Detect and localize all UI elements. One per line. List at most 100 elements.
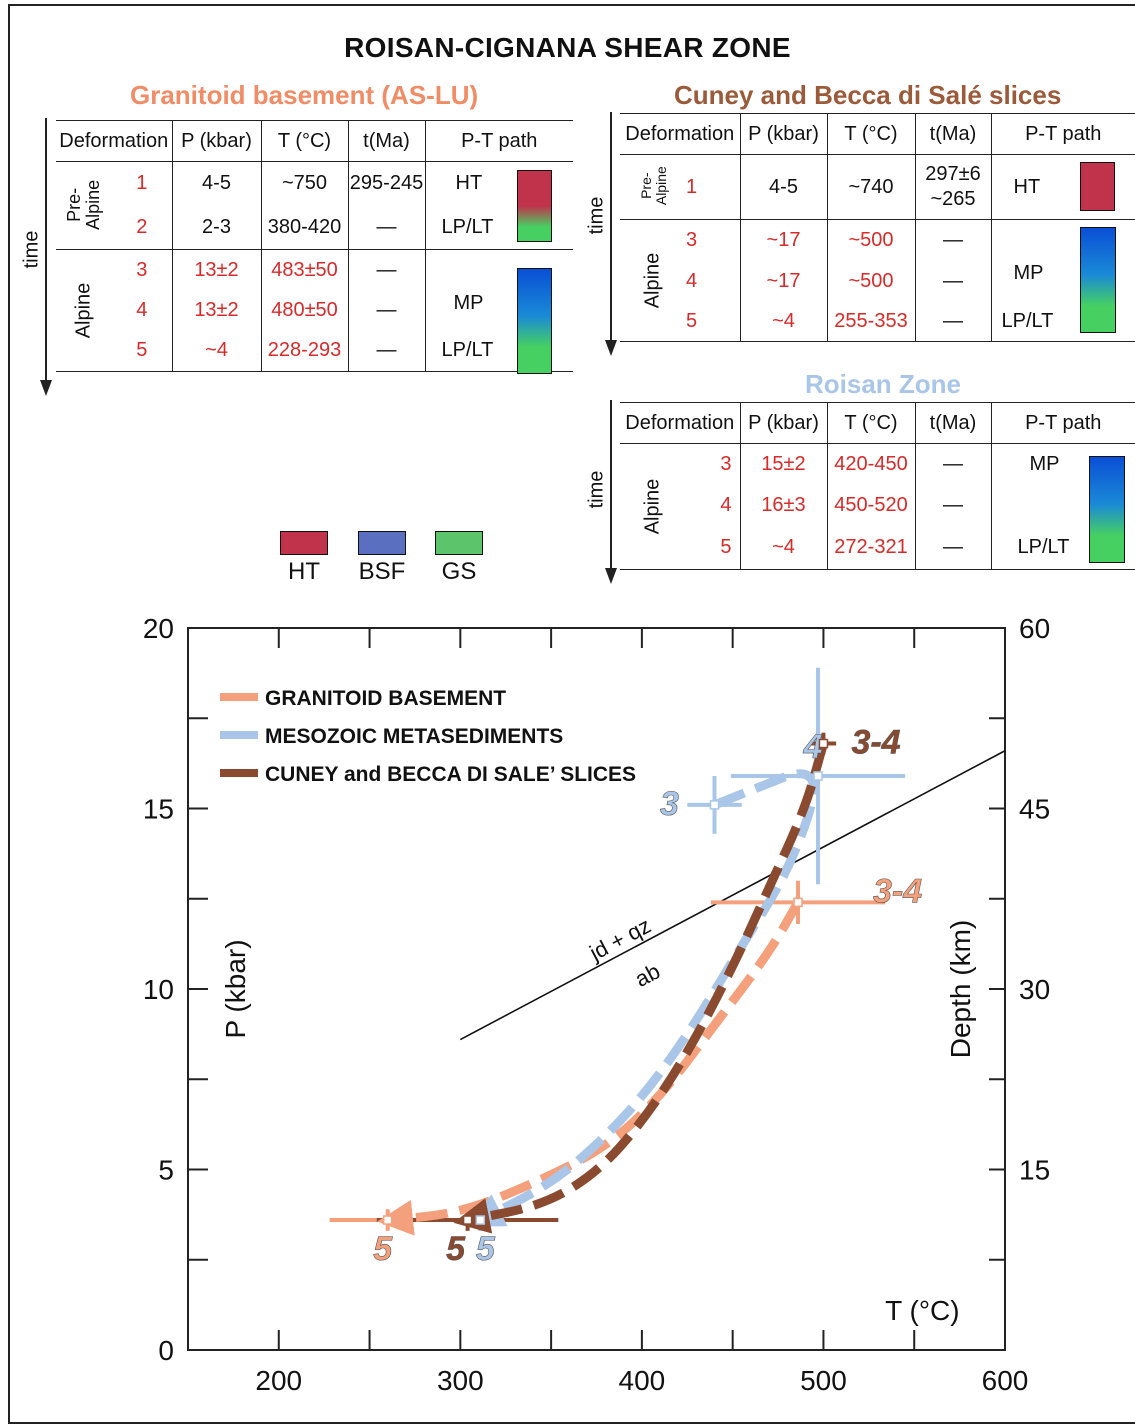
age-value: 297±6 ~265: [914, 154, 991, 220]
x-axis-label: T (°C): [885, 1295, 959, 1326]
pressure-value: 4-5: [739, 154, 827, 220]
reaction-line: [459, 750, 1006, 1041]
point-label: 5: [373, 1230, 393, 1268]
temperature-value: 483±50: [260, 249, 348, 292]
cuney-table: Deformation P (kbar) T (°C) t(Ma) P-T pa…: [620, 113, 1135, 342]
ht-facies-swatch: [280, 531, 328, 555]
point-label: 3-4: [851, 724, 900, 762]
col-header-deformation: Deformation: [625, 411, 735, 434]
group-label-alpine: Alpine: [620, 219, 686, 342]
pressure-value: ~17: [739, 261, 827, 302]
data-point: [709, 800, 720, 810]
y2-tick-label: 30: [1019, 974, 1050, 1005]
x-tick-label: 200: [255, 1365, 302, 1396]
age-value: —: [914, 525, 991, 570]
y2-tick-label: 15: [1019, 1155, 1050, 1186]
figure-title: ROISAN-CIGNANA SHEAR ZONE: [344, 32, 791, 63]
pt-path-series-1: [467, 769, 818, 1227]
temperature-value: 272-321: [826, 525, 915, 570]
reaction-label-lower: ab: [631, 958, 664, 992]
point-label: 4: [803, 728, 823, 766]
mp-to-gs-path-swatch: [517, 268, 552, 374]
x-tick-label: 500: [800, 1365, 847, 1396]
ht-to-gs-path-swatch: [517, 170, 552, 242]
x-tick-label: 300: [437, 1365, 484, 1396]
pressure-value: ~4: [739, 525, 827, 570]
group-label-alpine: Alpine: [56, 249, 112, 372]
temperature-value: ~500: [826, 261, 915, 302]
age-value: —: [347, 205, 425, 250]
col-header-temperature: T (°C): [826, 113, 915, 155]
pressure-value: 4-5: [171, 161, 261, 206]
temperature-value: ~750: [260, 161, 348, 206]
pressure-value: 13±2: [171, 291, 261, 330]
gs-facies-swatch: [435, 531, 483, 555]
deformation-number: 3: [112, 249, 172, 292]
y-axis-label: P (kbar): [220, 939, 251, 1038]
pressure-value: 2-3: [171, 205, 261, 250]
data-point: [475, 1215, 486, 1225]
deformation-number: 2: [136, 215, 148, 238]
group-label-alpine: Alpine: [620, 443, 686, 570]
group-label-prealpine: Pre- Alpine: [56, 161, 112, 250]
temperature-value: 228-293: [260, 329, 348, 372]
point-label: 3-4: [873, 872, 922, 910]
roisan-table-title: Roisan Zone: [805, 369, 962, 399]
pressure-value: 13±2: [171, 249, 261, 292]
point-label: 3: [660, 785, 679, 823]
y2-tick-label: 45: [1019, 794, 1050, 825]
pressure-value: 15±2: [739, 443, 827, 486]
roisan-table: Deformation P (kbar) T (°C) t(Ma) P-T pa…: [620, 402, 1135, 570]
col-header-pt-path: P-T path: [424, 120, 573, 162]
deformation-number: 5: [686, 309, 698, 332]
temperature-value: 480±50: [260, 291, 348, 330]
y-tick-label: 10: [143, 974, 174, 1005]
y-tick-label: 0: [158, 1335, 174, 1366]
col-header-pressure: P (kbar): [171, 120, 261, 162]
data-point: [462, 1215, 473, 1225]
temperature-value: ~740: [826, 154, 915, 220]
pt-path-series-2: [453, 742, 828, 1234]
age-value: —: [914, 261, 991, 302]
deformation-number: 5: [720, 535, 732, 558]
bsf-facies-swatch: [358, 531, 406, 555]
col-header-temperature: T (°C): [260, 120, 348, 162]
col-header-deformation: Deformation: [59, 129, 169, 152]
legend-label: MESOZOIC METASEDIMENTS: [265, 725, 563, 748]
y-tick-label: 20: [143, 613, 174, 644]
pressure-value: ~17: [739, 219, 827, 262]
point-label: 5: [446, 1230, 466, 1268]
mp-to-gs-path-swatch: [1089, 456, 1125, 563]
ht-facies-label: HT: [288, 558, 320, 585]
age-value: 295-245: [347, 161, 425, 206]
age-value: —: [914, 219, 991, 262]
y2-axis-label: Depth (km): [945, 920, 976, 1058]
temperature-value: 450-520: [826, 485, 915, 526]
legend-label: CUNEY and BECCA DI SALE’ SLICES: [265, 763, 636, 786]
pressure-value: 16±3: [739, 485, 827, 526]
pressure-value: ~4: [171, 329, 261, 372]
age-value: —: [347, 249, 425, 292]
temperature-value: 255-353: [826, 301, 915, 342]
mp-to-gs-path-swatch: [1080, 227, 1116, 333]
y-tick-label: 15: [143, 794, 174, 825]
deformation-number: 3: [686, 219, 740, 262]
group-label-prealpine: Pre- Alpine: [620, 154, 686, 220]
data-point: [818, 738, 829, 749]
deformation-number: 3: [686, 443, 740, 486]
col-header-age: t(Ma): [347, 120, 425, 162]
col-header-pt-path: P-T path: [990, 113, 1135, 155]
point-label: 5: [476, 1230, 496, 1268]
deformation-number: 5: [136, 338, 148, 361]
legend-label: GRANITOID BASEMENT: [265, 687, 506, 710]
age-value: —: [347, 291, 425, 330]
col-header-age: t(Ma): [914, 113, 991, 155]
age-value: —: [914, 443, 991, 486]
col-header-pressure: P (kbar): [739, 402, 827, 444]
data-point: [382, 1215, 393, 1225]
cuney-table-title: Cuney and Becca di Salé slices: [674, 80, 1062, 110]
age-value: —: [347, 329, 425, 372]
data-point: [793, 897, 803, 908]
granitoid-table-title: Granitoid basement (AS-LU): [130, 80, 479, 110]
deformation-number: 4: [720, 494, 732, 516]
